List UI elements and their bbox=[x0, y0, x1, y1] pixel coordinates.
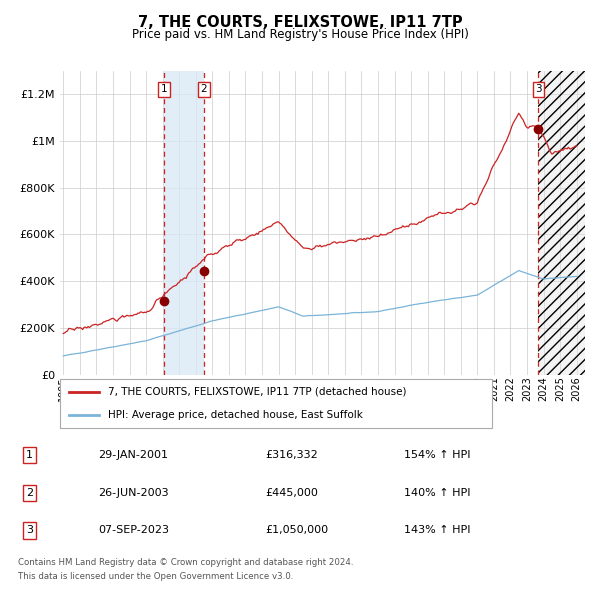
Text: Contains HM Land Registry data © Crown copyright and database right 2024.: Contains HM Land Registry data © Crown c… bbox=[18, 558, 353, 566]
Text: 3: 3 bbox=[535, 84, 542, 94]
Text: 3: 3 bbox=[26, 526, 33, 535]
Text: 07-SEP-2023: 07-SEP-2023 bbox=[98, 526, 169, 535]
Text: 2: 2 bbox=[26, 488, 33, 497]
Text: 140% ↑ HPI: 140% ↑ HPI bbox=[404, 488, 470, 497]
Text: 7, THE COURTS, FELIXSTOWE, IP11 7TP: 7, THE COURTS, FELIXSTOWE, IP11 7TP bbox=[137, 15, 463, 30]
Text: 7, THE COURTS, FELIXSTOWE, IP11 7TP (detached house): 7, THE COURTS, FELIXSTOWE, IP11 7TP (det… bbox=[107, 387, 406, 397]
Text: 1: 1 bbox=[161, 84, 167, 94]
Text: 1: 1 bbox=[26, 450, 33, 460]
Text: 29-JAN-2001: 29-JAN-2001 bbox=[98, 450, 169, 460]
Text: £445,000: £445,000 bbox=[265, 488, 319, 497]
Text: £1,050,000: £1,050,000 bbox=[265, 526, 329, 535]
Text: 154% ↑ HPI: 154% ↑ HPI bbox=[404, 450, 470, 460]
Text: 2: 2 bbox=[200, 84, 207, 94]
Text: HPI: Average price, detached house, East Suffolk: HPI: Average price, detached house, East… bbox=[107, 410, 362, 420]
Text: 143% ↑ HPI: 143% ↑ HPI bbox=[404, 526, 470, 535]
Bar bbox=[538, 71, 585, 375]
FancyBboxPatch shape bbox=[60, 379, 492, 428]
Text: This data is licensed under the Open Government Licence v3.0.: This data is licensed under the Open Gov… bbox=[18, 572, 293, 581]
Text: Price paid vs. HM Land Registry's House Price Index (HPI): Price paid vs. HM Land Registry's House … bbox=[131, 28, 469, 41]
Text: 26-JUN-2003: 26-JUN-2003 bbox=[98, 488, 169, 497]
Text: £316,332: £316,332 bbox=[265, 450, 318, 460]
Bar bbox=[164, 71, 204, 375]
